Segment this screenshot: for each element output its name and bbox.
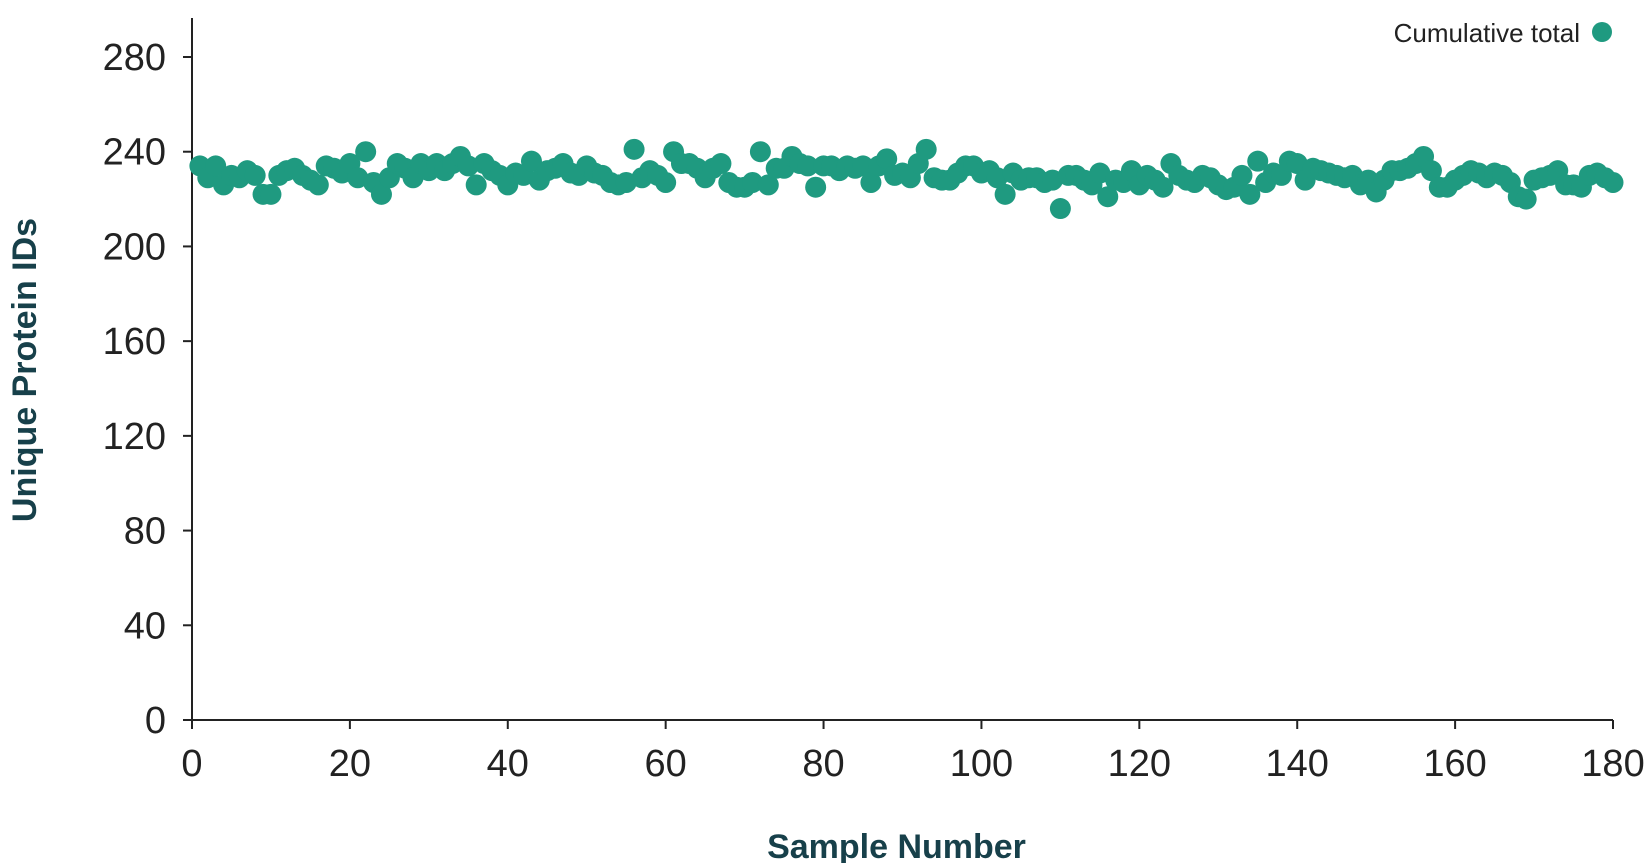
y-axis-ticks: 0 40 80 120 160 200 240 280 (103, 37, 192, 742)
legend-label: Cumulative total (1394, 18, 1580, 48)
data-point (1602, 171, 1624, 193)
data-point (710, 153, 732, 175)
data-point (1515, 188, 1537, 210)
x-axis-title: Sample Number (767, 828, 1026, 863)
data-point (1286, 153, 1308, 175)
data-point (860, 171, 882, 193)
data-points (189, 138, 1624, 220)
x-tick-label: 0 (181, 743, 202, 785)
y-tick-label: 280 (103, 37, 166, 79)
x-tick-label: 80 (802, 743, 844, 785)
data-point (852, 155, 874, 177)
data-point (623, 138, 645, 160)
data-point (1231, 164, 1253, 186)
data-point (1041, 169, 1063, 191)
data-point (1097, 186, 1119, 208)
data-point (876, 148, 898, 170)
data-point (742, 171, 764, 193)
x-tick-label: 140 (1266, 743, 1329, 785)
data-point (805, 176, 827, 198)
data-point (797, 155, 819, 177)
data-point (465, 174, 487, 196)
x-tick-label: 160 (1423, 743, 1486, 785)
data-point (986, 167, 1008, 189)
data-point (655, 171, 677, 193)
data-point (355, 141, 377, 163)
data-point (370, 183, 392, 205)
data-point (1420, 160, 1442, 182)
x-tick-label: 40 (487, 743, 529, 785)
y-axis-title: Unique Protein IDs (6, 218, 44, 522)
data-point (994, 183, 1016, 205)
y-tick-label: 120 (103, 416, 166, 458)
data-point (244, 164, 266, 186)
y-tick-label: 80 (124, 511, 166, 553)
data-point (260, 183, 282, 205)
data-point (757, 174, 779, 196)
x-tick-label: 20 (329, 743, 371, 785)
y-tick-label: 240 (103, 132, 166, 174)
x-tick-label: 60 (645, 743, 687, 785)
data-point (1152, 176, 1174, 198)
data-point (1247, 150, 1269, 172)
data-point (615, 171, 637, 193)
data-point (307, 174, 329, 196)
data-point (457, 155, 479, 177)
legend: Cumulative total (1394, 18, 1612, 48)
legend-marker (1592, 22, 1612, 42)
y-tick-label: 40 (124, 605, 166, 647)
x-axis-ticks: 0 20 40 60 80 100 120 140 160 180 (181, 720, 1645, 785)
x-tick-label: 180 (1581, 743, 1644, 785)
data-point (749, 141, 771, 163)
x-tick-label: 100 (950, 743, 1013, 785)
data-point (915, 138, 937, 160)
data-point (1239, 183, 1261, 205)
data-point (520, 150, 542, 172)
data-point (1089, 162, 1111, 184)
y-tick-label: 0 (145, 700, 166, 742)
y-tick-label: 160 (103, 321, 166, 363)
data-point (1049, 198, 1071, 220)
y-tick-label: 200 (103, 226, 166, 268)
data-point (347, 167, 369, 189)
data-point (205, 155, 227, 177)
x-tick-label: 120 (1108, 743, 1171, 785)
